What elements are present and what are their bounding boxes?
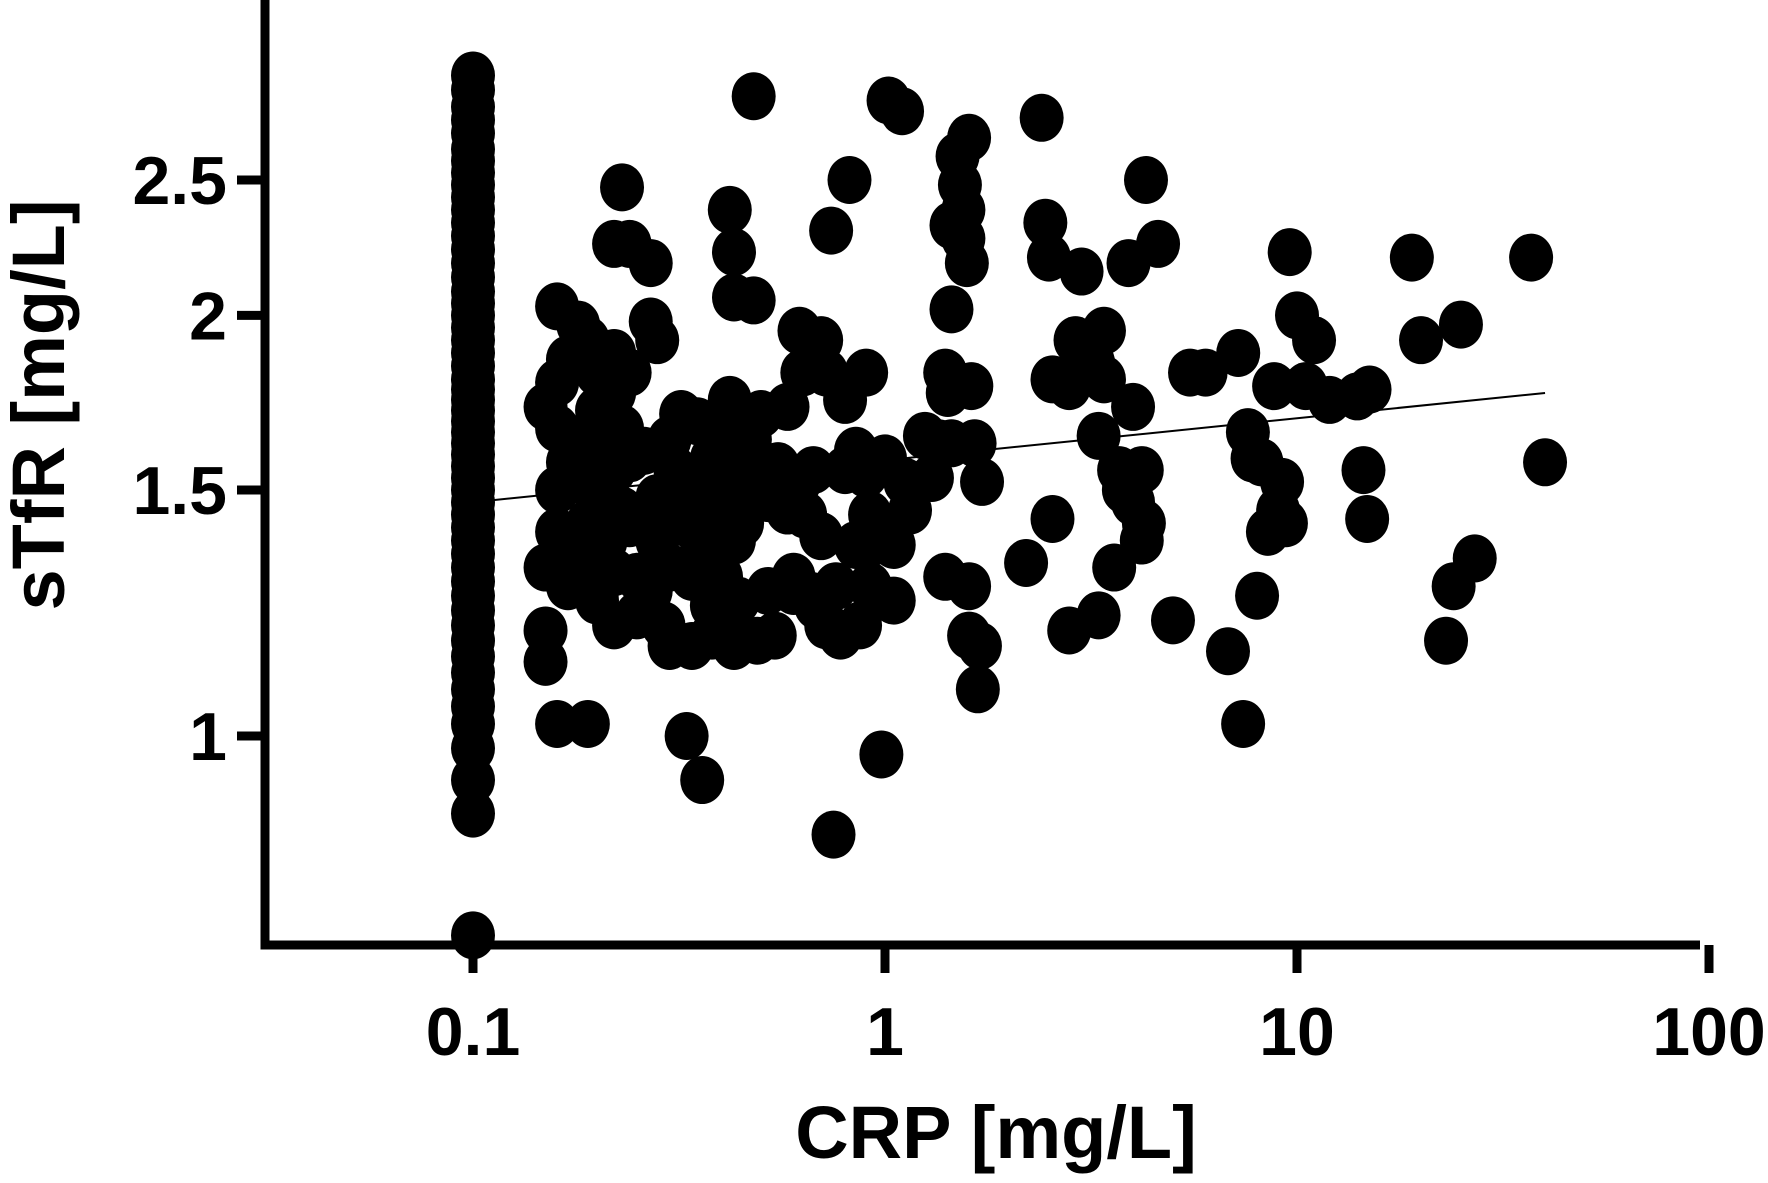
data-point bbox=[1523, 438, 1568, 487]
data-point bbox=[1345, 494, 1390, 543]
x-axis-ticks: 0.1 1 10 100 bbox=[426, 945, 1766, 1070]
data-point bbox=[1121, 499, 1166, 548]
data-point bbox=[947, 113, 992, 162]
data-point bbox=[791, 446, 836, 495]
data-point bbox=[1347, 365, 1392, 414]
data-point bbox=[929, 285, 974, 334]
data-point bbox=[1119, 446, 1164, 495]
data-point bbox=[1389, 233, 1434, 282]
data-point bbox=[859, 730, 904, 779]
data-point bbox=[1263, 499, 1308, 548]
data-point bbox=[1183, 348, 1228, 397]
data-point bbox=[949, 362, 994, 411]
data-point bbox=[1136, 219, 1181, 268]
data-point bbox=[1509, 233, 1554, 282]
data-point bbox=[451, 789, 495, 838]
data-point bbox=[707, 185, 752, 234]
data-point bbox=[1292, 316, 1337, 365]
data-point bbox=[600, 163, 645, 212]
x-tick-label: 10 bbox=[1259, 994, 1335, 1070]
y-axis-ticks: 1 1.5 2 2.5 bbox=[132, 143, 265, 775]
data-point bbox=[565, 699, 610, 748]
data-point bbox=[1150, 596, 1195, 645]
data-point bbox=[752, 611, 797, 660]
y-tick-label: 2.5 bbox=[132, 143, 227, 219]
trend-line bbox=[472, 391, 1546, 504]
x-axis-title: CRP [mg/L] bbox=[795, 1091, 1197, 1174]
data-point bbox=[635, 316, 680, 365]
data-point bbox=[1076, 411, 1121, 460]
data-point bbox=[1341, 446, 1386, 495]
data-point bbox=[1111, 382, 1156, 431]
data-point bbox=[871, 576, 916, 625]
data-point bbox=[731, 72, 776, 121]
data-point bbox=[827, 155, 872, 204]
data-point bbox=[1059, 247, 1104, 296]
data-point bbox=[680, 756, 725, 805]
data-point bbox=[1438, 300, 1483, 349]
data-point bbox=[957, 621, 1002, 670]
data-point bbox=[809, 206, 854, 255]
data-point bbox=[1260, 457, 1305, 506]
data-point bbox=[1235, 571, 1280, 620]
data-point bbox=[799, 512, 844, 561]
data-point bbox=[1019, 93, 1064, 142]
data-point bbox=[944, 239, 989, 288]
data-point bbox=[880, 87, 925, 136]
data-point bbox=[1081, 306, 1126, 355]
data-point bbox=[607, 348, 652, 397]
data-point bbox=[1081, 355, 1126, 404]
data-point bbox=[1252, 362, 1297, 411]
data-point bbox=[731, 276, 776, 325]
x-tick-label: 100 bbox=[1652, 994, 1765, 1070]
data-point bbox=[955, 665, 1000, 714]
y-tick-label: 1.5 bbox=[132, 453, 227, 529]
data-point bbox=[628, 239, 673, 288]
data-point bbox=[1205, 627, 1250, 676]
y-axis-title: sTfR [mg/L] bbox=[0, 199, 80, 610]
data-point bbox=[1267, 228, 1312, 277]
data-point bbox=[838, 601, 883, 650]
data-point bbox=[1216, 328, 1261, 377]
data-point bbox=[811, 810, 856, 859]
data-point bbox=[1004, 538, 1049, 587]
data-point bbox=[711, 228, 756, 277]
data-point bbox=[1424, 616, 1469, 665]
data-point bbox=[813, 562, 858, 611]
y-tick-label: 1 bbox=[189, 699, 227, 775]
data-point bbox=[844, 348, 889, 397]
data-point bbox=[523, 606, 568, 655]
data-point bbox=[960, 457, 1005, 506]
data-point bbox=[664, 712, 709, 760]
data-point bbox=[1023, 198, 1068, 247]
data-point bbox=[1076, 591, 1121, 640]
data-point bbox=[451, 51, 495, 100]
x-tick-label: 1 bbox=[866, 994, 904, 1070]
data-points bbox=[451, 51, 1568, 960]
x-tick-label: 0.1 bbox=[426, 994, 521, 1070]
data-point bbox=[1452, 534, 1497, 583]
data-point bbox=[1030, 494, 1075, 543]
data-point bbox=[1399, 316, 1444, 365]
data-point bbox=[675, 397, 720, 446]
data-point bbox=[451, 911, 495, 960]
data-point bbox=[1221, 699, 1266, 748]
data-point bbox=[947, 562, 992, 611]
y-tick-label: 2 bbox=[189, 278, 227, 354]
data-point bbox=[1123, 155, 1168, 204]
data-point bbox=[952, 419, 997, 468]
data-point bbox=[535, 699, 580, 748]
